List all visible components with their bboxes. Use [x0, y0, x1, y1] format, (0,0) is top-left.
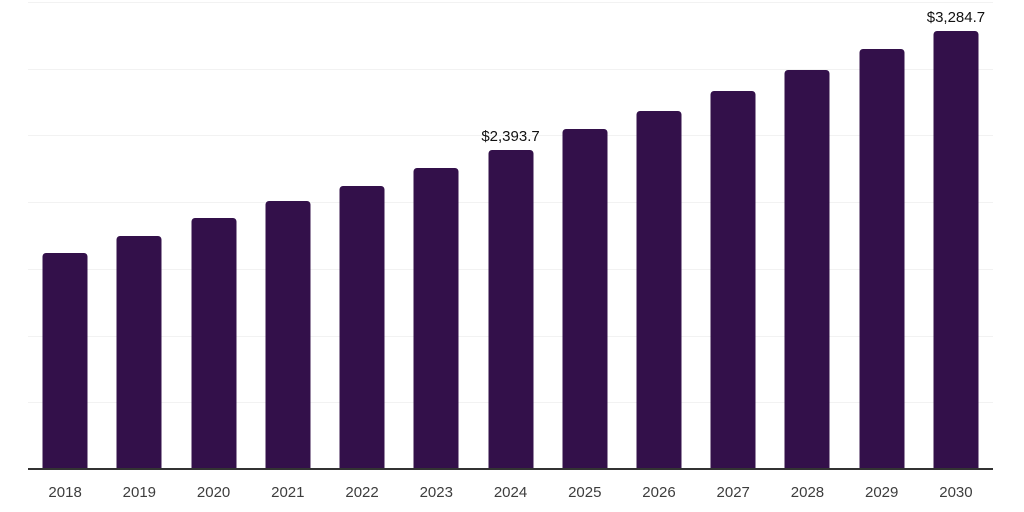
bar-slot-2025 [548, 2, 622, 469]
x-tick-label-2028: 2028 [790, 484, 825, 501]
x-tick-label-2026: 2026 [642, 484, 676, 501]
x-axis-line [28, 468, 993, 470]
bar-slot-2024: $2,393.7 [473, 2, 547, 469]
x-axis-labels: 2018 2019 2020 2021 2022 2023 2024 2025 2026 2027… [28, 485, 993, 500]
bar-2022 [339, 186, 385, 469]
bar-slot-2019 [102, 2, 176, 469]
bars-row: $2,393.7 $3,284.7 [28, 2, 993, 469]
bar-slot-2020 [176, 2, 250, 469]
x-tick-label-2025: 2025 [568, 484, 602, 501]
bar-2027 [710, 90, 756, 469]
bar-2021 [265, 201, 311, 469]
bar-value-label-2030: $3,284.7 [926, 8, 986, 26]
gridline-2500 [28, 135, 993, 137]
x-tick-label-2027: 2027 [716, 484, 750, 501]
bar-2028 [784, 70, 830, 469]
bar-2019 [116, 235, 162, 469]
x-tick-label-2019: 2019 [122, 484, 157, 501]
x-tick-label-2018: 2018 [48, 484, 82, 501]
bar-slot-2018 [28, 2, 102, 469]
x-tick-label-2030: 2030 [939, 484, 973, 501]
x-tick-label-2021: 2021 [271, 484, 305, 501]
bar-2024 [488, 149, 534, 469]
bar-2029 [859, 48, 905, 469]
x-tick-label-2023: 2023 [419, 484, 453, 501]
bar-2023 [413, 168, 459, 469]
bar-2020 [191, 218, 237, 469]
bar-slot-2023 [399, 2, 473, 469]
bar-slot-2028 [770, 2, 844, 469]
x-tick-label-2020: 2020 [196, 484, 231, 501]
bar-slot-2029 [845, 2, 919, 469]
gridline-3500 [28, 2, 993, 3]
gridline-3000 [28, 68, 993, 70]
bar-slot-2026 [622, 2, 696, 469]
x-tick-label-2024: 2024 [493, 484, 528, 501]
plot-area: $2,393.7 $3,284.7 [28, 2, 993, 470]
bar-2030 [933, 30, 979, 469]
x-tick-label-2022: 2022 [345, 484, 379, 501]
bar-slot-2030: $3,284.7 [919, 2, 993, 469]
bar-slot-2027 [696, 2, 770, 469]
bar-slot-2022 [325, 2, 399, 469]
bar-2025 [562, 129, 608, 469]
x-tick-label-2029: 2029 [865, 484, 899, 501]
bar-2018 [42, 252, 88, 469]
bar-value-label-2024: $2,393.7 [481, 127, 540, 145]
bar-slot-2021 [251, 2, 325, 469]
bar-2026 [636, 111, 682, 469]
